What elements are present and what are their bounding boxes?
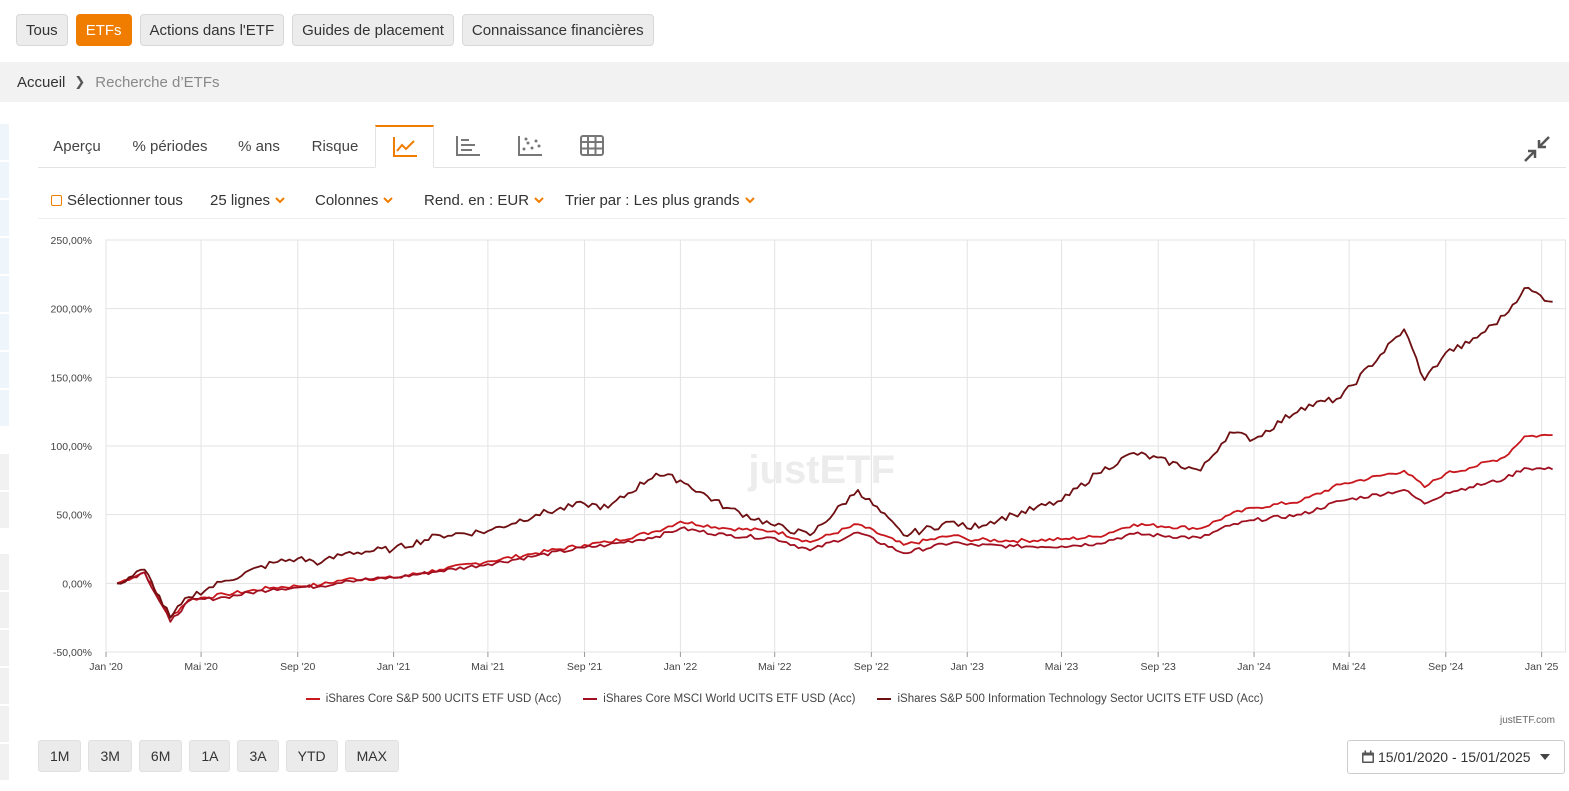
date-range-picker[interactable]: 15/01/2020 - 15/01/2025 <box>1347 740 1565 774</box>
rows-label: 25 lignes <box>210 191 271 209</box>
x-tick-label: Sep '20 <box>280 661 315 673</box>
collapse-icon[interactable] <box>1523 135 1551 163</box>
tab-chart-scatter[interactable] <box>500 125 560 167</box>
y-tick-label: 200,00% <box>51 304 92 316</box>
series-line[interactable] <box>117 466 1553 623</box>
sort-dropdown[interactable]: Trier par : Les plus grands <box>565 182 756 218</box>
breadcrumb: Accueil ❯ Recherche d’ETFs <box>0 62 1569 102</box>
chevron-down-icon <box>383 197 394 204</box>
x-tick-label: Sep '21 <box>567 661 602 673</box>
bar-chart-icon <box>456 136 480 156</box>
breadcrumb-home[interactable]: Accueil <box>17 73 66 91</box>
tab-ans[interactable]: % ans <box>238 137 280 155</box>
series-line[interactable] <box>116 433 1553 619</box>
x-tick-label: Jan '20 <box>89 661 123 673</box>
legend-label: iShares Core MSCI World UCITS ETF USD (A… <box>603 693 856 705</box>
table-icon <box>580 135 604 156</box>
scatter-chart-icon <box>518 136 542 156</box>
x-tick-label: Mai '24 <box>1332 661 1366 673</box>
rows-dropdown[interactable]: 25 lignes <box>210 182 286 218</box>
columns-dropdown[interactable]: Colonnes <box>315 182 394 218</box>
chevron-down-icon <box>534 197 544 204</box>
x-tick-label: Jan '24 <box>1237 661 1271 673</box>
legend-swatch <box>583 698 598 700</box>
line-chart-icon <box>392 137 417 157</box>
x-tick-label: Sep '24 <box>1428 661 1463 673</box>
chevron-down-icon <box>275 197 285 204</box>
tab-apercu[interactable]: Aperçu <box>53 137 101 155</box>
tab-table[interactable] <box>562 125 622 167</box>
select-all[interactable]: Sélectionner tous <box>51 182 183 218</box>
y-tick-label: 0,00% <box>62 578 92 590</box>
sort-label: Trier par : Les plus grands <box>565 191 740 209</box>
x-tick-label: Mai '20 <box>184 661 218 673</box>
select-all-label: Sélectionner tous <box>67 191 183 209</box>
nav-tous[interactable]: Tous <box>16 14 68 46</box>
view-tabs: Aperçu % périodes % ans Risque <box>38 125 1566 168</box>
date-range-value: 15/01/2020 - 15/01/2025 <box>1378 749 1531 765</box>
period-1m[interactable]: 1M <box>38 740 82 772</box>
nav-actions-etf[interactable]: Actions dans l'ETF <box>139 14 285 46</box>
y-tick-label: 100,00% <box>51 441 92 453</box>
watermark-logo: justETF <box>747 448 895 492</box>
x-tick-label: Mai '21 <box>471 661 505 673</box>
tab-chart-bar[interactable] <box>438 125 498 167</box>
legend-swatch <box>877 698 892 700</box>
nav-connaissance[interactable]: Connaissance financières <box>461 14 654 46</box>
legend-item-it-sector[interactable]: iShares S&P 500 Information Technology S… <box>877 693 1263 705</box>
x-tick-label: Sep '22 <box>854 661 889 673</box>
period-ytd[interactable]: YTD <box>285 740 338 772</box>
period-buttons: 1M 3M 6M 1A 3A YTD MAX <box>38 740 399 772</box>
checkbox[interactable] <box>51 194 62 206</box>
legend-label: iShares S&P 500 Information Technology S… <box>897 693 1264 705</box>
currency-label: Rend. en : EUR <box>424 191 530 209</box>
tab-risque[interactable]: Risque <box>311 137 359 155</box>
x-tick-label: Mai '23 <box>1045 661 1079 673</box>
legend-item-sp500[interactable]: iShares Core S&P 500 UCITS ETF USD (Acc) <box>305 693 562 705</box>
tab-chart-line[interactable] <box>375 125 434 168</box>
y-tick-label: 250,00% <box>51 235 92 247</box>
breadcrumb-current: Recherche d’ETFs <box>95 73 220 91</box>
chart-credit[interactable]: justETF.com <box>1499 715 1555 726</box>
chevron-down-icon <box>744 197 755 204</box>
left-panel-edge <box>0 124 9 791</box>
performance-chart: 250,00% 200,00% 150,00% 100,00% 50,00% 0,00% -… <box>51 235 1566 673</box>
currency-dropdown[interactable]: Rend. en : EUR <box>424 182 545 218</box>
x-tick-label: Jan '21 <box>377 661 411 673</box>
legend-label: iShares Core S&P 500 UCITS ETF USD (Acc) <box>325 693 562 705</box>
chart-legend: iShares Core S&P 500 UCITS ETF USD (Acc)… <box>0 693 1569 705</box>
table-toolbar: Sélectionner tous 25 lignes Colonnes Ren… <box>38 182 1566 219</box>
y-tick-label: 50,00% <box>56 510 92 522</box>
period-3a[interactable]: 3A <box>237 740 279 772</box>
calendar-icon <box>1362 750 1374 763</box>
x-tick-label: Mai '22 <box>758 661 792 673</box>
y-tick-label: -50,00% <box>53 647 92 659</box>
nav-etfs[interactable]: ETFs <box>75 14 132 46</box>
nav-guides[interactable]: Guides de placement <box>292 14 454 46</box>
legend-swatch <box>305 698 320 700</box>
x-tick-label: Sep '23 <box>1141 661 1176 673</box>
y-tick-label: 150,00% <box>51 372 92 384</box>
caret-down-icon <box>1539 754 1550 760</box>
period-3m[interactable]: 3M <box>88 740 132 772</box>
legend-item-msci-world[interactable]: iShares Core MSCI World UCITS ETF USD (A… <box>583 693 855 705</box>
period-1a[interactable]: 1A <box>189 740 231 772</box>
series-line[interactable] <box>116 286 1553 619</box>
x-tick-label: Jan '22 <box>664 661 698 673</box>
chevron-right-icon: ❯ <box>74 74 86 89</box>
top-nav: Tous ETFs Actions dans l'ETF Guides de p… <box>16 14 654 46</box>
x-tick-label: Jan '23 <box>950 661 984 673</box>
columns-label: Colonnes <box>315 191 379 209</box>
period-6m[interactable]: 6M <box>138 740 183 772</box>
tab-periodes[interactable]: % périodes <box>132 137 208 155</box>
x-tick-label: Jan '25 <box>1525 661 1559 673</box>
period-max[interactable]: MAX <box>344 740 399 772</box>
